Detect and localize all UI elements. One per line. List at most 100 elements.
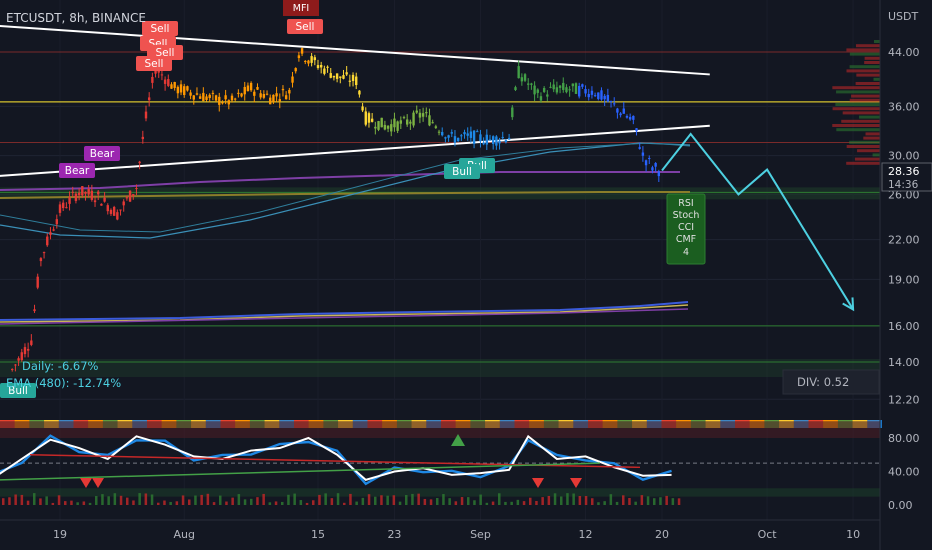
sell-label: Sell	[151, 23, 170, 35]
volume-profile-bar	[864, 56, 880, 60]
candle-body	[281, 88, 285, 91]
candle-body	[587, 93, 590, 98]
candle-body	[189, 92, 192, 96]
volume-profile-bar	[873, 77, 880, 81]
osc-histogram-bar	[64, 501, 67, 505]
volume-profile-bar	[846, 161, 880, 165]
candle-body	[147, 97, 151, 101]
candle-body	[469, 131, 473, 138]
candle-body	[386, 125, 390, 129]
candle-body	[657, 171, 661, 177]
osc-histogram-bar	[436, 497, 439, 505]
candle-body	[224, 95, 227, 100]
candle-body	[58, 204, 62, 213]
candle-body	[558, 85, 562, 88]
osc-histogram-bar	[498, 493, 501, 505]
osc-histogram-bar	[262, 493, 265, 505]
candle-body	[625, 115, 629, 118]
y-tick-label: 12.20	[888, 393, 920, 406]
candle-body	[507, 137, 511, 140]
osc-histogram-bar	[677, 498, 681, 505]
candle-body	[488, 139, 492, 141]
candle-body	[641, 152, 645, 156]
candle-body	[348, 80, 352, 82]
osc-histogram-bar	[367, 494, 371, 505]
osc-histogram-bar	[76, 502, 79, 505]
osc-histogram-bar	[312, 500, 315, 505]
projection-path[interactable]	[661, 132, 855, 312]
osc-histogram-bar	[448, 498, 451, 505]
mfi-label: MFI	[293, 3, 309, 14]
candle-body	[562, 82, 565, 90]
volume-profile-bar	[859, 115, 880, 119]
candle-body	[460, 135, 463, 137]
osc-histogram-bar	[628, 498, 631, 505]
x-tick-label: 23	[387, 528, 401, 541]
volume-profile-bar	[849, 52, 880, 56]
osc-histogram-bar	[26, 500, 30, 505]
oscillator-line-blue	[0, 434, 672, 486]
osc-tick-label: 0.00	[888, 499, 913, 512]
candle-body	[514, 87, 517, 91]
candle-body	[584, 89, 587, 94]
candle-body	[402, 117, 406, 119]
candle-body	[316, 65, 320, 68]
volume-profile-bar	[855, 82, 880, 85]
candle-body	[329, 73, 332, 78]
osc-histogram-bar	[417, 493, 420, 505]
signal-box-line-cmf: CMF	[676, 234, 696, 245]
volume-profile-bar	[846, 48, 880, 52]
candle-body	[466, 133, 469, 136]
osc-histogram-bar	[225, 501, 228, 505]
candle-body	[374, 126, 377, 129]
x-tick-label: 19	[53, 528, 67, 541]
candle-body	[218, 96, 221, 105]
osc-histogram-bar	[659, 497, 662, 505]
osc-histogram-bar	[119, 495, 123, 505]
candle-body	[616, 108, 619, 113]
osc-histogram-bar	[305, 502, 309, 505]
candle-body	[437, 131, 441, 133]
candle-body	[342, 75, 345, 79]
candle-body	[542, 88, 546, 92]
candle-body	[46, 236, 49, 246]
osc-histogram-bar	[429, 499, 433, 505]
candle-body	[399, 120, 403, 124]
osc-histogram-bar	[45, 496, 48, 505]
candle-body	[326, 66, 329, 68]
osc-histogram-bar	[597, 502, 600, 505]
volume-profile-bar	[842, 111, 880, 115]
oscillator-line	[0, 434, 672, 481]
osc-histogram-bar	[70, 500, 73, 505]
osc-histogram-bar	[281, 501, 284, 505]
candle-body	[275, 93, 278, 97]
osc-histogram-bar	[634, 501, 637, 505]
candle-body	[415, 110, 418, 113]
candle-body	[456, 137, 460, 142]
candle-body	[380, 117, 383, 128]
osc-histogram-bar	[324, 493, 327, 505]
osc-histogram-bar	[516, 499, 520, 505]
volume-profile-bar	[835, 103, 880, 106]
bull-label: Bull	[452, 166, 472, 178]
osc-histogram-bar	[138, 493, 141, 505]
teal-ma-2	[0, 142, 691, 233]
blue-ma	[0, 301, 689, 321]
candle-body	[479, 134, 482, 142]
osc-histogram-bar	[144, 493, 148, 505]
y-tick-label: 14.00	[888, 356, 920, 369]
candle-body	[300, 48, 304, 54]
candle-body	[577, 85, 581, 97]
candle-body	[619, 113, 622, 116]
signal-box: RSI Stoch CCI CMF 4	[666, 193, 706, 265]
candle-body	[36, 276, 39, 288]
candle-body	[491, 136, 495, 144]
osc-trendline-green	[0, 462, 601, 481]
osc-histogram-bar	[473, 500, 476, 505]
candle-body	[23, 347, 27, 355]
osc-histogram-bar	[560, 496, 563, 505]
candle-body	[622, 108, 625, 114]
candle-body	[313, 57, 317, 61]
candle-body	[87, 188, 90, 195]
